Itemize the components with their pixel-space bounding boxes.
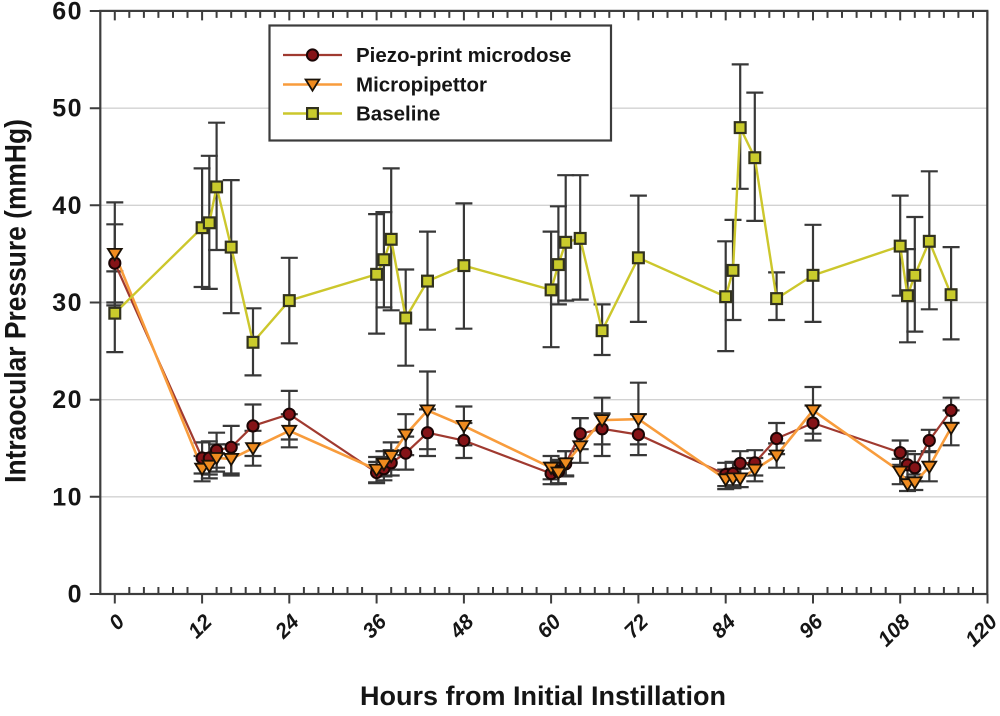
svg-text:Piezo-print microdose: Piezo-print microdose [356,44,571,67]
svg-text:30: 30 [52,289,83,317]
svg-text:10: 10 [52,483,83,511]
svg-text:40: 40 [52,192,83,220]
svg-text:Hours from Initial Instillatio: Hours from Initial Instillation [360,681,726,711]
svg-text:0: 0 [68,581,83,609]
svg-text:60: 60 [52,0,83,26]
svg-text:20: 20 [52,386,83,414]
svg-text:Intraocular Pressure (mmHg): Intraocular Pressure (mmHg) [0,119,32,483]
svg-text:Baseline: Baseline [356,103,440,126]
svg-text:50: 50 [52,95,83,123]
svg-text:Micropipettor: Micropipettor [356,74,487,97]
